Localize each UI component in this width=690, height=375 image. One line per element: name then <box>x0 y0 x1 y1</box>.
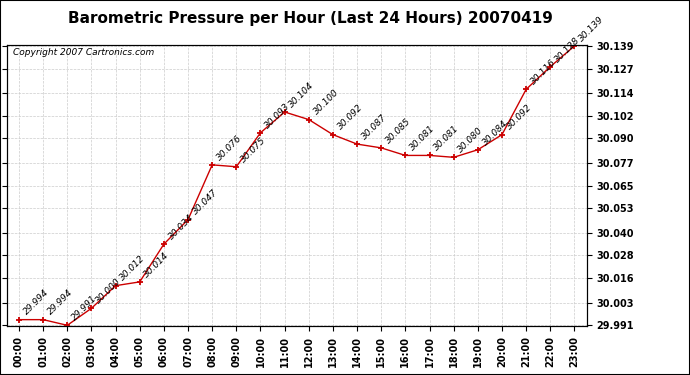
Text: 30.093: 30.093 <box>264 101 292 130</box>
Text: 30.085: 30.085 <box>384 116 413 145</box>
Text: 29.994: 29.994 <box>22 288 50 317</box>
Text: 29.994: 29.994 <box>46 288 75 317</box>
Text: 30.081: 30.081 <box>433 124 461 153</box>
Text: 30.092: 30.092 <box>336 103 364 132</box>
Text: 30.012: 30.012 <box>119 254 147 283</box>
Text: 30.128: 30.128 <box>553 35 582 64</box>
Text: 29.991: 29.991 <box>70 294 99 322</box>
Text: 30.084: 30.084 <box>481 118 509 147</box>
Text: 30.081: 30.081 <box>408 124 437 153</box>
Text: Barometric Pressure per Hour (Last 24 Hours) 20070419: Barometric Pressure per Hour (Last 24 Ho… <box>68 11 553 26</box>
Text: 30.047: 30.047 <box>191 188 219 217</box>
Text: 30.087: 30.087 <box>360 112 388 141</box>
Text: 30.092: 30.092 <box>505 103 533 132</box>
Text: 30.076: 30.076 <box>215 134 244 162</box>
Text: 30.075: 30.075 <box>239 135 268 164</box>
Text: 30.080: 30.080 <box>457 126 485 154</box>
Text: 30.014: 30.014 <box>143 251 171 279</box>
Text: 30.116: 30.116 <box>529 58 558 87</box>
Text: 30.000: 30.000 <box>95 277 123 306</box>
Text: Copyright 2007 Cartronics.com: Copyright 2007 Cartronics.com <box>12 48 154 57</box>
Text: 30.104: 30.104 <box>288 81 316 109</box>
Text: 30.034: 30.034 <box>167 213 195 242</box>
Text: 30.139: 30.139 <box>578 15 606 43</box>
Text: 30.100: 30.100 <box>312 88 340 117</box>
